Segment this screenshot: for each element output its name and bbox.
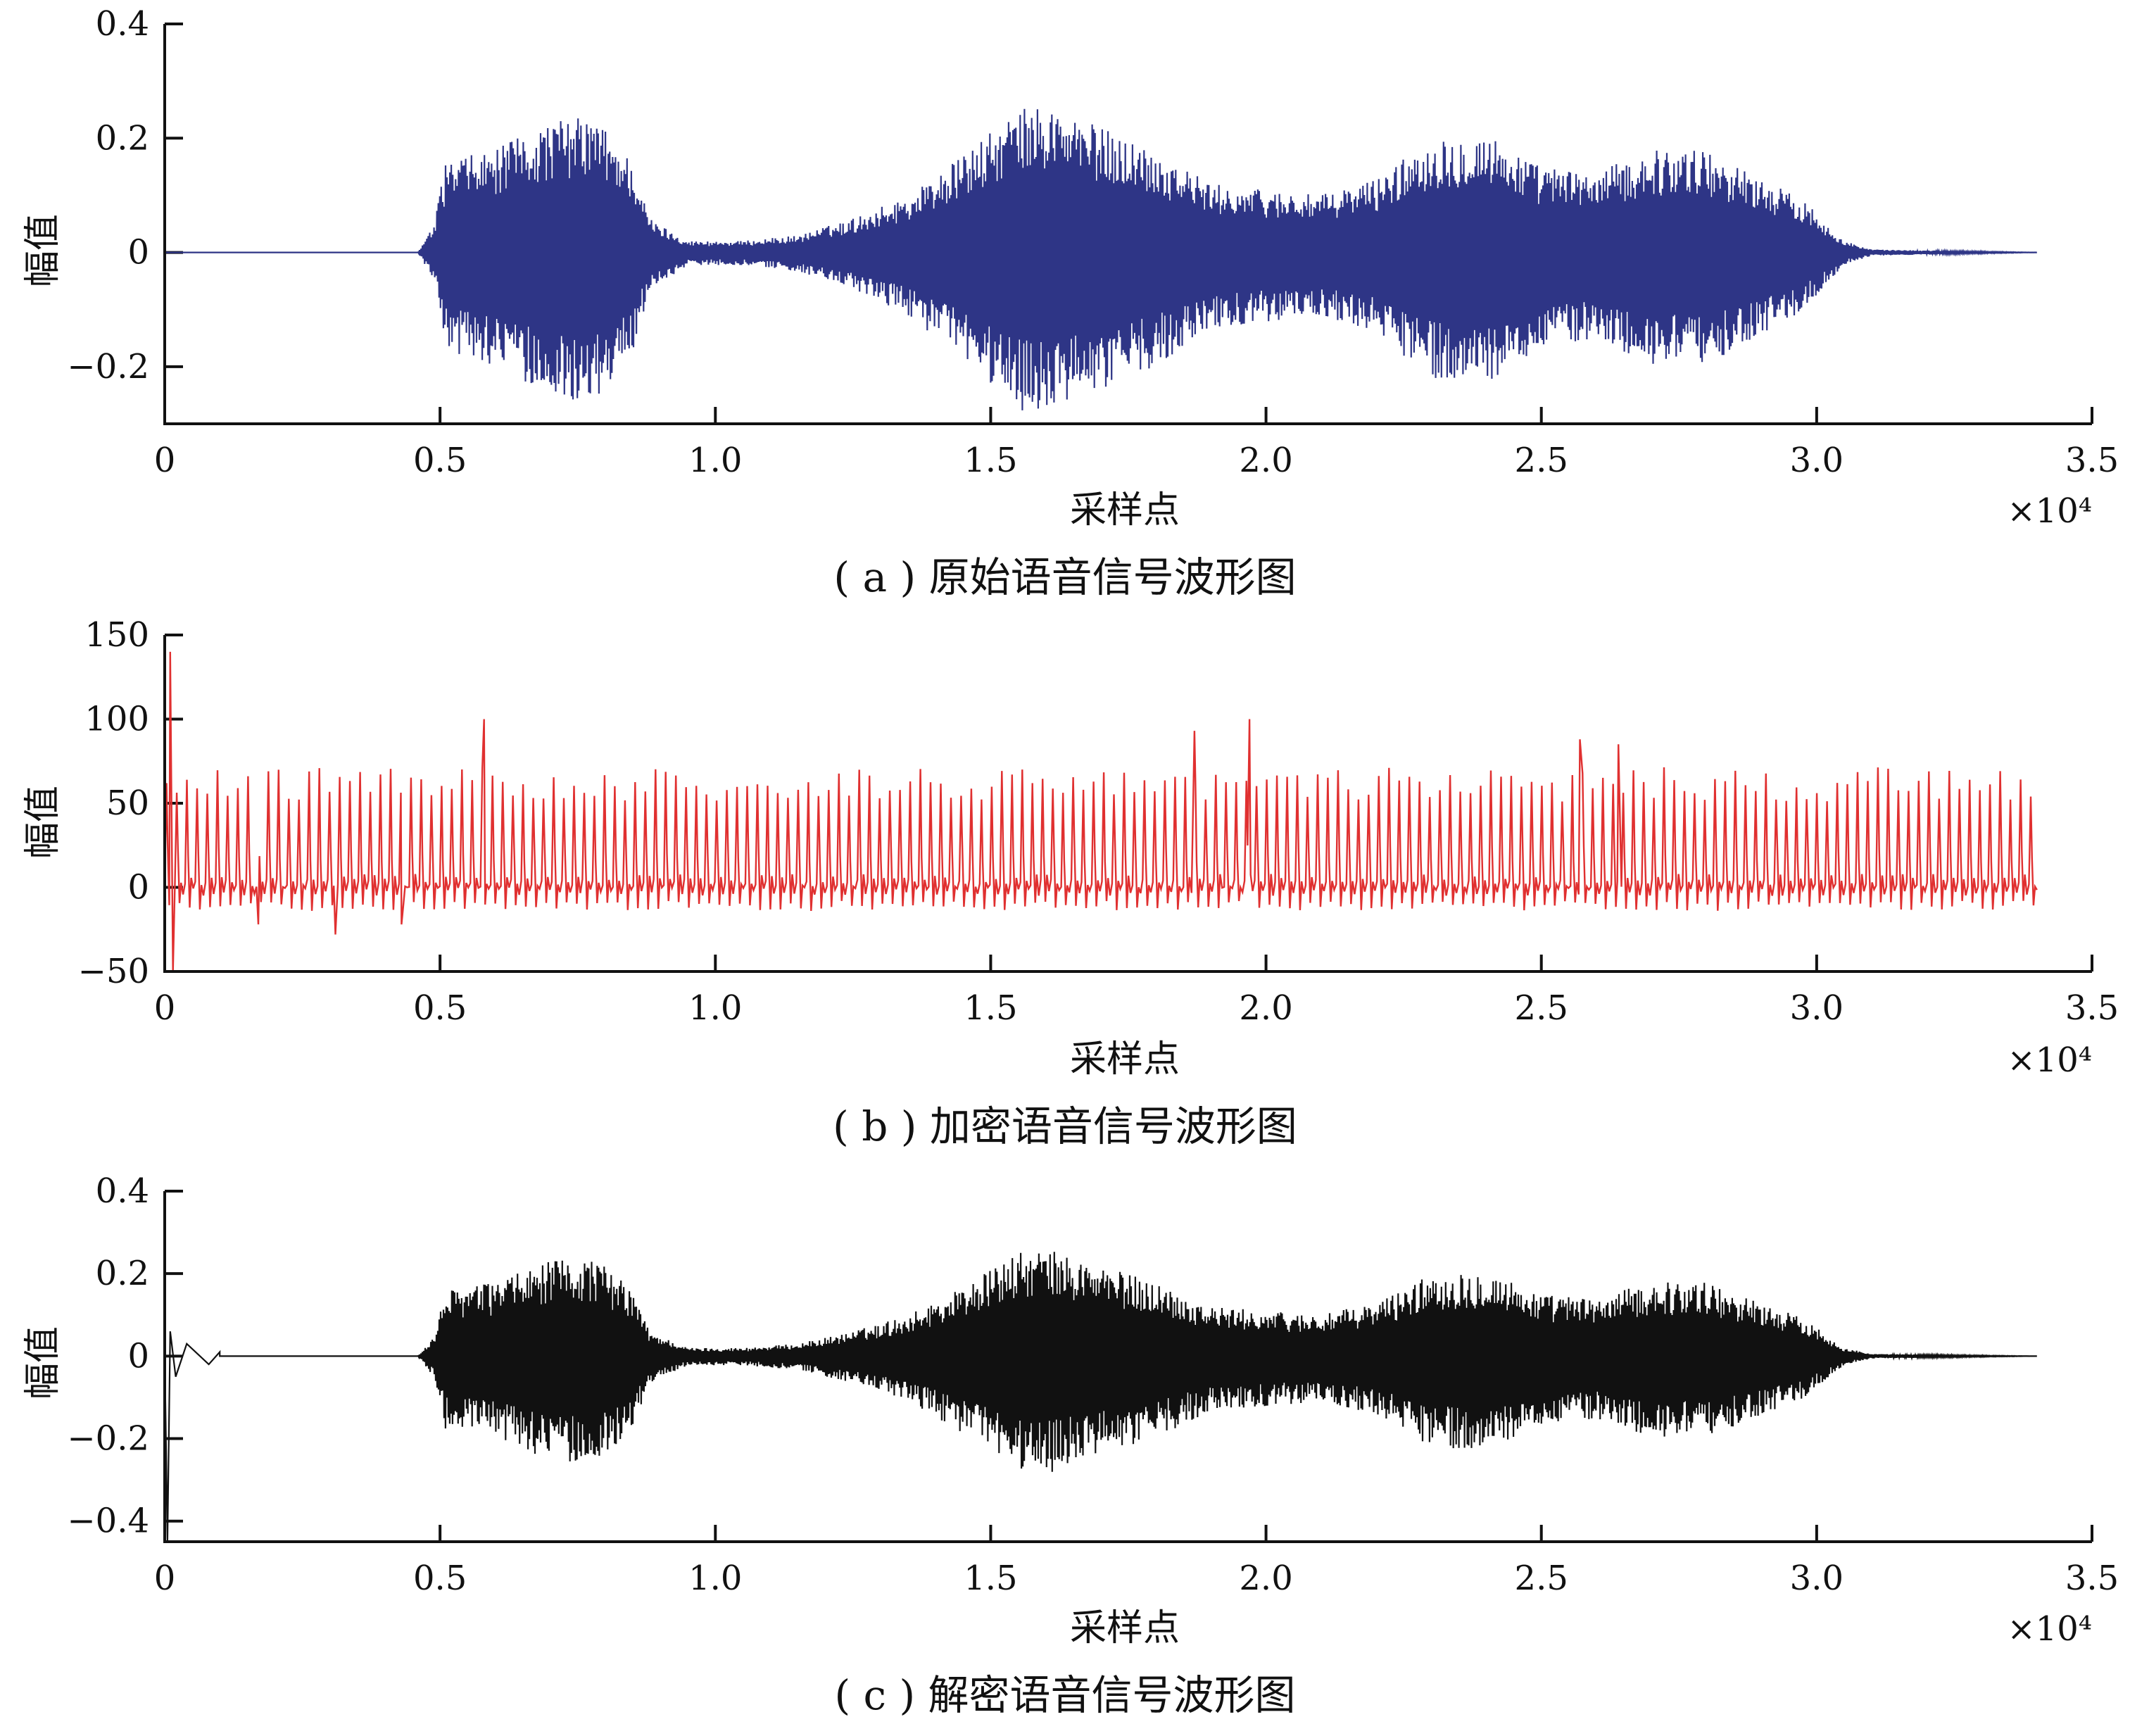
x-tick-label: 1.0 xyxy=(688,441,742,480)
x-ticks: 0 0.5 1.0 1.5 2.0 2.5 3.0 3.5 xyxy=(154,407,2119,480)
x-axis-label: 采样点 xyxy=(1070,1038,1180,1081)
x-tick-label: 1.5 xyxy=(964,988,1017,1028)
y-tick-label: 0.4 xyxy=(96,1171,149,1211)
y-tick-label: 0.2 xyxy=(96,118,149,158)
x-tick-label: 2.5 xyxy=(1515,988,1568,1028)
y-tick-label: 150 xyxy=(84,615,149,655)
x-multiplier: ×10⁴ xyxy=(2007,1609,2092,1649)
y-tick-label: −0.4 xyxy=(67,1502,149,1541)
y-tick-label: 50 xyxy=(106,784,149,823)
y-tick-label: −0.2 xyxy=(67,347,149,386)
panel-caption: ( b ) 加密语音信号波形图 xyxy=(833,1102,1297,1150)
y-tick-label: 0 xyxy=(127,868,149,907)
x-tick-label: 0 xyxy=(154,1559,176,1598)
x-multiplier: ×10⁴ xyxy=(2007,491,2092,531)
y-axis-label: 幅值 xyxy=(22,1326,64,1400)
x-tick-label: 1.0 xyxy=(688,1559,742,1598)
x-tick-label: 2.0 xyxy=(1239,441,1292,480)
y-axis-label: 幅值 xyxy=(22,214,64,287)
y-tick-label: 100 xyxy=(84,700,149,739)
panel-c-decrypted-signal: 幅值 0.4 0.2 0 −0.2 −0.4 0 0.5 1.0 1.5 2.0 2.5 3.0 3.… xyxy=(22,1171,2119,1719)
panel-a-original-signal: 幅值 0.4 0.2 0 −0.2 0 0.5 1.0 1.5 2.0 2.5 3.0 3.5 采样… xyxy=(22,4,2119,601)
x-tick-label: 1.5 xyxy=(964,441,1017,480)
x-tick-label: 3.0 xyxy=(1790,1559,1844,1598)
x-axis-label: 采样点 xyxy=(1070,1607,1180,1649)
waveform-line xyxy=(163,1252,2037,1542)
x-tick-label: 0 xyxy=(154,441,176,480)
x-tick-label: 2.0 xyxy=(1239,1559,1292,1598)
y-tick-label: 0 xyxy=(127,1336,149,1376)
axes-frame xyxy=(163,24,2092,425)
x-tick-label: 3.5 xyxy=(2065,988,2119,1028)
y-tick-label: 0.2 xyxy=(96,1254,149,1293)
x-tick-label: 1.0 xyxy=(688,988,742,1028)
y-tick-label: 0.4 xyxy=(96,4,149,44)
panel-caption: ( a ) 原始语音信号波形图 xyxy=(833,553,1296,601)
x-tick-label: 3.0 xyxy=(1790,988,1844,1028)
panel-caption: ( c ) 解密语音信号波形图 xyxy=(834,1671,1295,1719)
y-ticks: 0.4 0.2 0 −0.2 −0.4 xyxy=(67,1171,183,1541)
x-ticks: 0 0.5 1.0 1.5 2.0 2.5 3.0 3.5 xyxy=(154,1525,2119,1598)
y-tick-label: 0 xyxy=(127,233,149,272)
y-ticks: 0.4 0.2 0 −0.2 xyxy=(67,4,183,386)
x-tick-label: 3.5 xyxy=(2065,1559,2119,1598)
x-tick-label: 3.5 xyxy=(2065,441,2119,480)
y-tick-label: −0.2 xyxy=(67,1419,149,1459)
y-tick-label: −50 xyxy=(78,952,149,991)
x-tick-label: 2.5 xyxy=(1515,1559,1568,1598)
x-tick-label: 2.5 xyxy=(1515,441,1568,480)
waveform-line xyxy=(165,108,2037,410)
x-tick-label: 0.5 xyxy=(413,441,467,480)
y-axis-label: 幅值 xyxy=(22,786,64,859)
waveform-line xyxy=(163,651,2038,972)
x-tick-label: 0 xyxy=(154,988,176,1028)
x-axis-label: 采样点 xyxy=(1070,489,1180,532)
x-tick-label: 3.0 xyxy=(1790,441,1844,480)
axes-frame xyxy=(163,1191,2092,1543)
x-tick-label: 0.5 xyxy=(413,988,467,1028)
x-multiplier: ×10⁴ xyxy=(2007,1040,2092,1080)
x-ticks: 0 0.5 1.0 1.5 2.0 2.5 3.0 3.5 xyxy=(154,955,2119,1028)
x-tick-label: 1.5 xyxy=(964,1559,1017,1598)
x-tick-label: 0.5 xyxy=(413,1559,467,1598)
x-tick-label: 2.0 xyxy=(1239,988,1292,1028)
axes-frame xyxy=(163,635,2092,973)
